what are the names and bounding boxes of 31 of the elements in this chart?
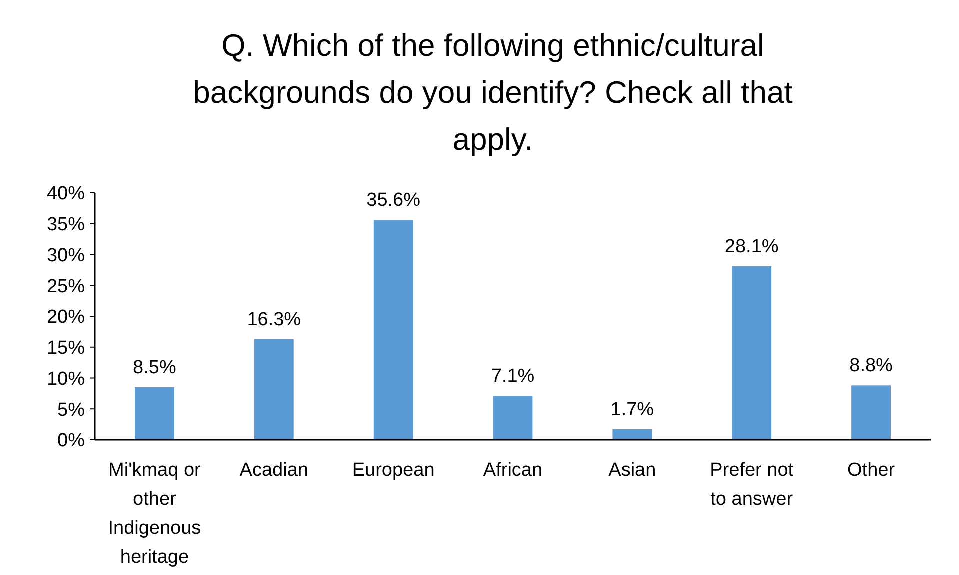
data-label: 28.1%: [724, 236, 779, 258]
x-tick-label: Other: [848, 460, 896, 481]
y-tick-label: 40%: [46, 184, 86, 205]
x-tick-label: Prefer not to answer: [710, 460, 794, 510]
data-label: 8.8%: [850, 356, 894, 377]
bar: [493, 396, 533, 440]
bar: [254, 339, 294, 440]
y-tick-label: 35%: [46, 214, 86, 236]
y-tick-label: 5%: [58, 400, 86, 421]
bar: [374, 220, 414, 440]
x-tick-label: European: [352, 460, 435, 481]
y-tick-label: 10%: [46, 368, 86, 390]
data-label: 1.7%: [610, 400, 654, 421]
y-tick-label: 25%: [46, 276, 86, 298]
x-tick-label: Acadian: [240, 460, 308, 481]
chart-title: Q. Which of the following ethnic/cultural backgrounds do you identify? Check all that apply.: [193, 28, 794, 157]
bar: [732, 266, 772, 440]
data-label: 16.3%: [247, 309, 302, 330]
x-tick-label: African: [483, 460, 543, 481]
bar: [852, 386, 891, 440]
x-tick-label: Mi'kmaq or other Indigenous heritage: [108, 460, 202, 568]
y-tick-label: 30%: [46, 245, 86, 266]
y-tick-label: 0%: [58, 430, 86, 452]
y-tick-label: 20%: [46, 307, 86, 328]
x-tick-label: Asian: [608, 460, 656, 481]
data-label: 8.5%: [133, 358, 176, 379]
bar: [135, 388, 174, 440]
data-label: 35.6%: [366, 190, 421, 212]
bar: [612, 430, 652, 440]
data-label: 7.1%: [491, 366, 535, 388]
y-tick-label: 15%: [46, 338, 86, 360]
